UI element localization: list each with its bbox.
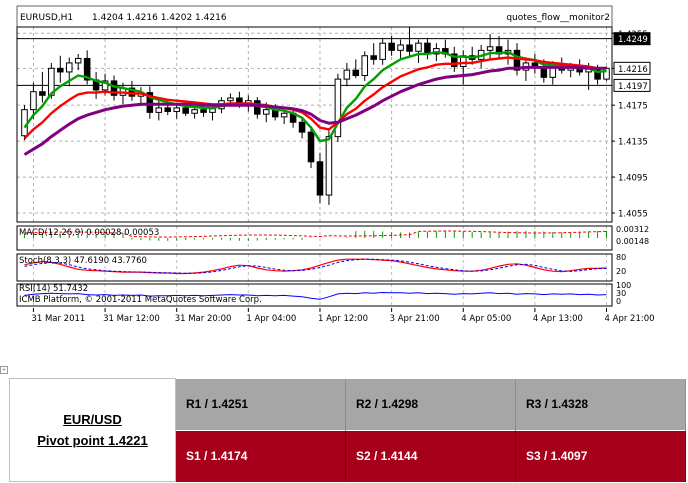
subpanel-frame bbox=[16, 283, 613, 307]
candle bbox=[325, 136, 333, 196]
support-s1: S1 / 1.4174 bbox=[175, 429, 346, 482]
time-tick-label: 31 Mar 20:00 bbox=[175, 314, 232, 324]
candle bbox=[83, 57, 91, 81]
candle bbox=[146, 92, 154, 113]
ma-line-2 bbox=[23, 56, 607, 140]
candle bbox=[21, 109, 28, 137]
chart-ohlc: 1.4204 1.4216 1.4202 1.4216 bbox=[92, 13, 227, 23]
candle bbox=[415, 42, 422, 52]
resistance-row: EUR/USD Pivot point 1.4221 R1 / 1.4251 R… bbox=[9, 378, 686, 482]
subpanel-frame bbox=[16, 225, 613, 251]
candle bbox=[155, 107, 163, 113]
candle bbox=[307, 131, 315, 163]
candle bbox=[334, 78, 342, 138]
main-panel-frame bbox=[16, 26, 613, 223]
candle bbox=[280, 112, 288, 118]
candle bbox=[424, 42, 431, 55]
candle bbox=[361, 55, 369, 77]
candle bbox=[39, 91, 46, 96]
price-highlight-box bbox=[613, 78, 651, 92]
stoch-axis-label: 80 bbox=[616, 253, 626, 262]
chart-symbol: EURUSD,H1 bbox=[20, 13, 73, 23]
resistance-r2: R2 / 1.4298 bbox=[345, 378, 516, 430]
time-tick-label: 3 Apr 21:00 bbox=[390, 314, 440, 324]
support-s3: S3 / 1.4097 bbox=[515, 429, 686, 482]
time-tick-label: 31 Mar 2011 bbox=[31, 314, 85, 324]
stoch-main-line bbox=[24, 258, 607, 275]
candle bbox=[191, 109, 198, 114]
rsi-line bbox=[24, 291, 607, 300]
candle bbox=[370, 55, 377, 60]
pivot-summary-cell: EUR/USD Pivot point 1.4221 bbox=[9, 378, 176, 482]
macd-axis-label: 0.00148 bbox=[616, 237, 649, 246]
price-tick-label: 1.4175 bbox=[618, 102, 648, 112]
candle bbox=[57, 67, 64, 73]
rsi-axis-label: 0 bbox=[616, 297, 621, 306]
candle bbox=[164, 107, 172, 112]
time-tick-label: 31 Mar 12:00 bbox=[103, 314, 160, 324]
ma-line-1 bbox=[23, 51, 607, 143]
pivot-point: Pivot point 1.4221 bbox=[37, 433, 148, 448]
candle bbox=[451, 53, 458, 68]
pivot-table: EUR/USD Pivot point 1.4221 R1 / 1.4251 R… bbox=[9, 378, 686, 482]
support-s2: S2 / 1.4144 bbox=[345, 429, 516, 482]
candle bbox=[352, 69, 360, 77]
indicator-name: quotes_flow__monitor2 bbox=[506, 13, 610, 23]
candle bbox=[227, 97, 234, 102]
time-tick-label: 4 Apr 05:00 bbox=[461, 314, 511, 324]
candle bbox=[110, 80, 118, 96]
rsi-label: RSI(14) 51.7432 bbox=[19, 284, 88, 294]
rsi-axis-label: 30 bbox=[616, 289, 626, 298]
candle bbox=[406, 44, 413, 52]
stoch-axis-label: 20 bbox=[616, 267, 626, 276]
time-tick-label: 1 Apr 12:00 bbox=[318, 314, 368, 324]
candle bbox=[200, 109, 207, 113]
chart-outer-frame bbox=[16, 5, 613, 223]
candle bbox=[486, 46, 494, 51]
resistance-r1: R1 / 1.4251 bbox=[175, 378, 346, 430]
candle bbox=[209, 108, 216, 113]
stoch-label: Stoch(8,3,3) 47.6190 43.7760 bbox=[19, 256, 147, 266]
time-tick-label: 4 Apr 13:00 bbox=[533, 314, 583, 324]
candle bbox=[182, 107, 189, 114]
macd-axis-label: 0.00312 bbox=[616, 225, 649, 234]
price-tick-label: 1.4135 bbox=[618, 138, 648, 148]
price-highlight-box bbox=[613, 32, 651, 46]
candle bbox=[379, 42, 386, 60]
candle bbox=[262, 109, 270, 115]
copyright-text: ICMB Platform, © 2001-2011 MetaQuotes So… bbox=[19, 295, 262, 305]
pivot-symbol: EUR/USD bbox=[63, 412, 122, 427]
candle bbox=[173, 107, 180, 112]
candle bbox=[30, 91, 37, 111]
table-anchor-icon: + bbox=[0, 366, 8, 374]
candle bbox=[74, 57, 82, 64]
rsi-axis-label: 100 bbox=[616, 281, 631, 290]
time-tick-label: 1 Apr 04:00 bbox=[246, 314, 296, 324]
candle bbox=[65, 62, 73, 73]
candle bbox=[298, 121, 306, 133]
candle bbox=[388, 42, 395, 51]
candle bbox=[343, 69, 351, 80]
price-highlight-label: 1.4197 bbox=[618, 82, 648, 92]
price-highlight-box bbox=[613, 61, 651, 75]
candle bbox=[397, 44, 404, 51]
candle bbox=[603, 67, 610, 80]
price-tick-label: 1.4055 bbox=[618, 210, 648, 220]
subpanel-frame bbox=[16, 253, 613, 282]
candle bbox=[513, 49, 521, 71]
macd-label: MACD(12,26,9) 0.00028 0.00053 bbox=[19, 228, 159, 238]
price-tick-label: 1.4095 bbox=[618, 174, 648, 184]
candle bbox=[316, 161, 324, 196]
price-highlight-label: 1.4216 bbox=[618, 65, 648, 75]
chart-svg: 1.42551.42161.41751.41351.40951.40551.42… bbox=[16, 5, 655, 324]
support-row: S1 / 1.4174 S2 / 1.4144 S3 / 1.4097 bbox=[10, 429, 686, 482]
ma-line-3 bbox=[23, 65, 607, 156]
price-chart: 1.42551.42161.41751.41351.40951.40551.42… bbox=[16, 5, 655, 324]
time-tick-label: 4 Apr 21:00 bbox=[605, 314, 655, 324]
resistance-r3: R3 / 1.4328 bbox=[515, 378, 686, 430]
macd-signal-line bbox=[24, 230, 607, 238]
price-highlight-label: 1.4249 bbox=[618, 35, 648, 45]
candle bbox=[101, 80, 109, 91]
